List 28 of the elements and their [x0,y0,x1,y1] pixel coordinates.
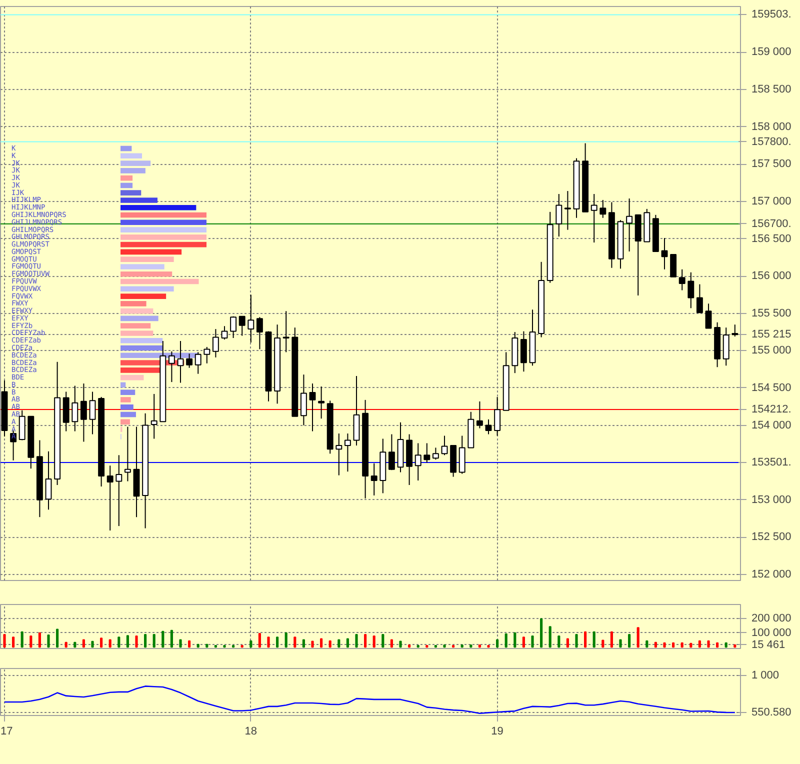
y-tick-label: 154 500 [752,382,792,394]
y-tick-label: 157 500 [752,158,792,170]
y-tick-label: 156 000 [752,270,792,282]
x-tick-label: 19 [491,726,504,738]
y-tick-label: 100 000 [752,626,792,639]
y-tick-label: 155 215 [752,328,792,341]
y-tick-label: 156 500 [752,232,792,245]
y-tick-label: 155 000 [752,344,792,357]
ref-line-label: 157800. [752,136,792,148]
y-tick-label: 152 500 [752,531,792,544]
x-tick-label: 17 [0,726,13,738]
y-tick-label: 154 000 [752,419,792,432]
y-tick-label: 157 000 [752,195,792,208]
y-tick-label: 152 000 [752,568,792,581]
y-tick-label: 159 000 [752,46,792,58]
ref-line-label: 156700. [752,218,792,230]
x-tick-label: 18 [244,726,258,738]
y-tick-label: 550.580 [752,706,792,718]
ref-line-label: 153501. [752,456,792,469]
y-tick-label: 15 461 [752,638,786,651]
y-tick-label: 158 000 [752,120,792,133]
ref-line-label: 154212. [752,403,792,416]
ref-line-label: 159503. [752,8,792,21]
y-tick-label: 155 500 [752,307,792,320]
y-tick-label: 158 500 [752,84,792,96]
y-tick-label: 200 000 [752,612,792,625]
y-tick-label: 1 000 [752,669,780,682]
y-tick-label: 153 000 [752,494,792,506]
